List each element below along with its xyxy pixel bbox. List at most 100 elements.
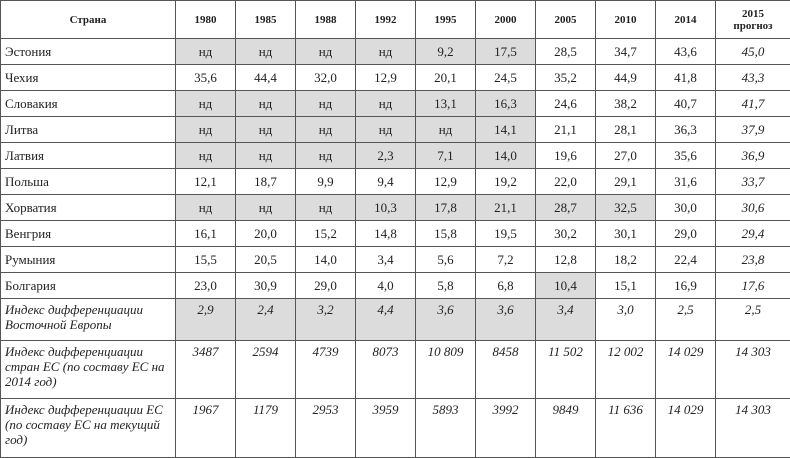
row-label: Словакия [1,91,176,117]
table-cell: 20,0 [236,221,296,247]
table-cell: 14 303 [716,341,790,399]
table-cell: 29,1 [596,169,656,195]
table-cell: 5,6 [416,247,476,273]
table-cell: 36,3 [656,117,716,143]
row-label: Индекс дифференциации стран ЕС (по соста… [1,341,176,399]
table-cell: 3,6 [476,299,536,341]
table-cell: 23,8 [716,247,790,273]
table-cell: 3,4 [536,299,596,341]
table-cell: 1179 [236,399,296,458]
table-cell: 15,1 [596,273,656,299]
table-cell: 33,7 [716,169,790,195]
table-cell: 15,2 [296,221,356,247]
column-header: 2010 [596,1,656,39]
table-cell: нд [236,195,296,221]
table-cell: 7,2 [476,247,536,273]
table-cell: 8073 [356,341,416,399]
table-row: Индекс дифференциации ЕС (по составу ЕС … [1,399,790,458]
table-cell: нд [356,91,416,117]
table-cell: 10,4 [536,273,596,299]
table-cell: 38,2 [596,91,656,117]
table-cell: 9849 [536,399,596,458]
table-cell: нд [356,39,416,65]
table-cell: нд [356,117,416,143]
table-cell: 12,9 [356,65,416,91]
table-cell: 43,3 [716,65,790,91]
table-cell: 5,8 [416,273,476,299]
table-cell: 20,1 [416,65,476,91]
table-cell: 2,5 [656,299,716,341]
table-cell: 15,8 [416,221,476,247]
table-cell: 6,8 [476,273,536,299]
table-cell: 12 002 [596,341,656,399]
row-label: Эстония [1,39,176,65]
table-cell: 44,4 [236,65,296,91]
table-cell: 16,9 [656,273,716,299]
table-cell: 28,1 [596,117,656,143]
table-cell: 31,6 [656,169,716,195]
table-cell: 12,8 [536,247,596,273]
table-cell: 4739 [296,341,356,399]
table-cell: 10 809 [416,341,476,399]
table-cell: 45,0 [716,39,790,65]
table-cell: 14,0 [476,143,536,169]
table-cell: 44,9 [596,65,656,91]
table-cell: 23,0 [176,273,236,299]
table-cell: 19,5 [476,221,536,247]
table-cell: 3,6 [416,299,476,341]
row-label: Румыния [1,247,176,273]
table-cell: 14,8 [356,221,416,247]
table-cell: 29,0 [296,273,356,299]
table-cell: 7,1 [416,143,476,169]
table-cell: 18,7 [236,169,296,195]
column-header: 1988 [296,1,356,39]
row-label: Чехия [1,65,176,91]
table-cell: 28,5 [536,39,596,65]
table-cell: нд [176,91,236,117]
table-cell: нд [296,117,356,143]
table-cell: 20,5 [236,247,296,273]
table-cell: нд [176,39,236,65]
table-cell: 30,0 [656,195,716,221]
table-cell: 35,6 [176,65,236,91]
table-cell: 35,6 [656,143,716,169]
table-cell: нд [236,143,296,169]
table-cell: 19,6 [536,143,596,169]
table-cell: 30,6 [716,195,790,221]
table-cell: нд [236,117,296,143]
column-header: Страна [1,1,176,39]
table-cell: 9,2 [416,39,476,65]
table-cell: 2,3 [356,143,416,169]
table-cell: 30,1 [596,221,656,247]
table-cell: нд [236,91,296,117]
table-cell: 40,7 [656,91,716,117]
table-cell: 30,9 [236,273,296,299]
table-cell: нд [296,143,356,169]
row-label: Индекс дифференциации ЕС (по составу ЕС … [1,399,176,458]
table-cell: 32,0 [296,65,356,91]
column-header: 2014 [656,1,716,39]
table-cell: 16,3 [476,91,536,117]
table-cell: 29,4 [716,221,790,247]
table-cell: 36,9 [716,143,790,169]
table-cell: 9,9 [296,169,356,195]
table-cell: 24,5 [476,65,536,91]
table-cell: 22,0 [536,169,596,195]
row-label: Хорватия [1,195,176,221]
table-cell: 17,8 [416,195,476,221]
table-cell: 24,6 [536,91,596,117]
table-cell: 19,2 [476,169,536,195]
table-cell: нд [296,91,356,117]
table-cell: 34,7 [596,39,656,65]
table-cell: 11 502 [536,341,596,399]
table-cell: 17,6 [716,273,790,299]
table-cell: нд [176,195,236,221]
table-cell: нд [296,39,356,65]
